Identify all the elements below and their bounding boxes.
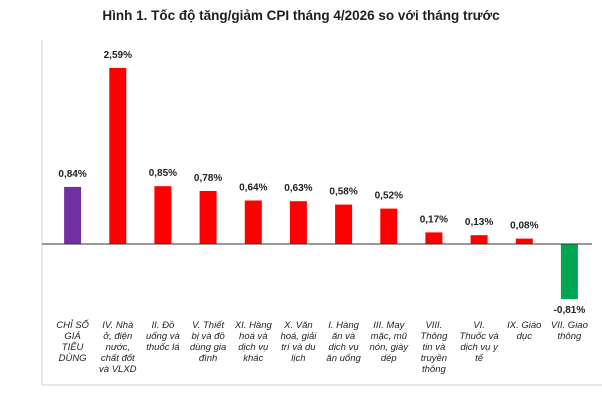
category-label-11: VII. Giao thông	[551, 320, 588, 342]
category-labels-group: CHỈ SỐ GIÁ TIÊU DÙNG IV. Nhà ở, điện nước, chất…	[56, 319, 588, 375]
chart-title: Hình 1. Tốc độ tăng/giảm CPI tháng 4/202…	[102, 8, 500, 23]
category-label-4: XI. Hàng hoá và dịch vụ khác	[234, 320, 273, 364]
data-labels-group: 0,84% 2,59% 0,85% 0,78% 0,64% 0,63% 0,58% 0,52%…	[58, 50, 585, 316]
data-label-9: 0,13%	[465, 217, 493, 228]
bar-2	[154, 186, 172, 244]
bar-3	[199, 191, 217, 244]
bar-7	[380, 208, 398, 244]
category-label-6: I. Hàng ăn và dịch vụ ăn uống	[326, 320, 361, 364]
data-label-5: 0,63%	[284, 183, 312, 194]
category-label-0: CHỈ SỐ GIÁ TIÊU DÙNG	[56, 319, 89, 364]
category-label-7: III. May mặc, mũ nón, giày dép	[370, 320, 410, 364]
category-label-8: VIII. Thông tin và truyền thông	[420, 320, 448, 375]
bar-8	[425, 232, 443, 244]
data-label-4: 0,64%	[239, 183, 267, 194]
data-label-8: 0,17%	[420, 214, 448, 225]
data-label-11: -0,81%	[554, 305, 586, 316]
category-label-10: IX. Giáo dục	[507, 320, 541, 342]
data-label-0: 0,84%	[58, 169, 86, 180]
data-label-10: 0,08%	[510, 221, 538, 232]
category-label-5: X. Văn hoá, giải trí và du lịch	[280, 320, 317, 364]
bar-0	[64, 186, 82, 244]
data-label-3: 0,78%	[194, 173, 222, 184]
data-label-2: 0,85%	[149, 168, 177, 179]
category-label-1: IV. Nhà ở, điện nước, chất đốt và VLXD	[99, 320, 137, 375]
bar-1	[109, 67, 127, 245]
bar-11	[560, 244, 578, 300]
data-label-6: 0,58%	[329, 187, 357, 198]
data-label-7: 0,52%	[375, 191, 403, 202]
bar-9	[470, 235, 488, 244]
category-label-2: II. Đồ uống và thuốc lá	[146, 320, 180, 353]
bar-5	[289, 201, 307, 244]
data-label-1: 2,59%	[104, 50, 132, 61]
bar-10	[515, 238, 533, 244]
category-label-9: VI. Thuốc và dịch vụ y tế	[460, 320, 500, 364]
bar-6	[335, 204, 353, 244]
bar-4	[244, 200, 262, 244]
category-label-3: V. Thiết bị và đồ dùng gia đình	[190, 320, 226, 364]
bars-group	[64, 67, 578, 300]
